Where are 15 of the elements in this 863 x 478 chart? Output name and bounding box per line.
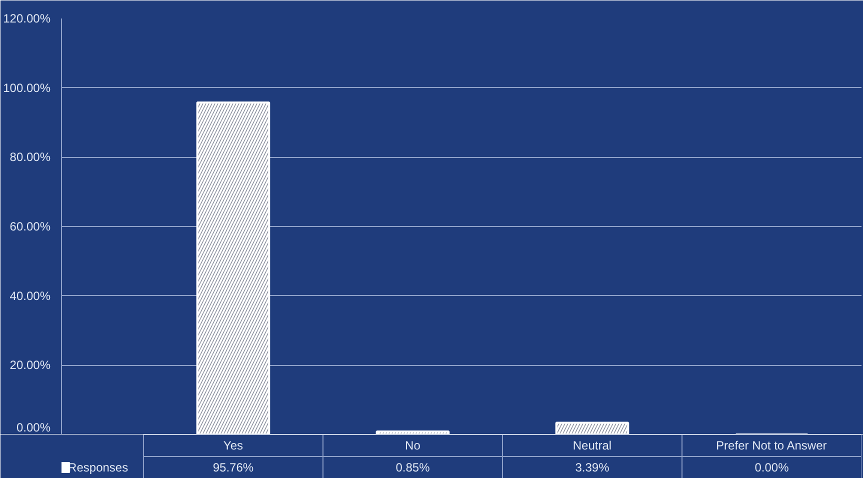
y-tick-label: 100.00%	[3, 80, 51, 95]
x-tick-label: Neutral	[572, 438, 612, 452]
data-label: 0.00%	[754, 460, 790, 474]
data-label: 3.39%	[575, 460, 610, 474]
data-label: 95.76%	[212, 460, 254, 474]
y-tick-label: 0.00%	[16, 420, 51, 434]
y-tick-label: 120.00%	[3, 12, 51, 26]
x-tick-label: Yes	[223, 438, 243, 452]
y-tick-label: 20.00%	[10, 358, 51, 372]
data-label: 0.85%	[396, 460, 430, 474]
x-tick-label: No	[405, 438, 421, 452]
y-tick-label: 40.00%	[10, 288, 51, 303]
x-tick-label: Prefer Not to Answer	[716, 438, 827, 452]
y-tick-label: 80.00%	[10, 150, 51, 164]
y-tick-label: 60.00%	[10, 220, 51, 234]
